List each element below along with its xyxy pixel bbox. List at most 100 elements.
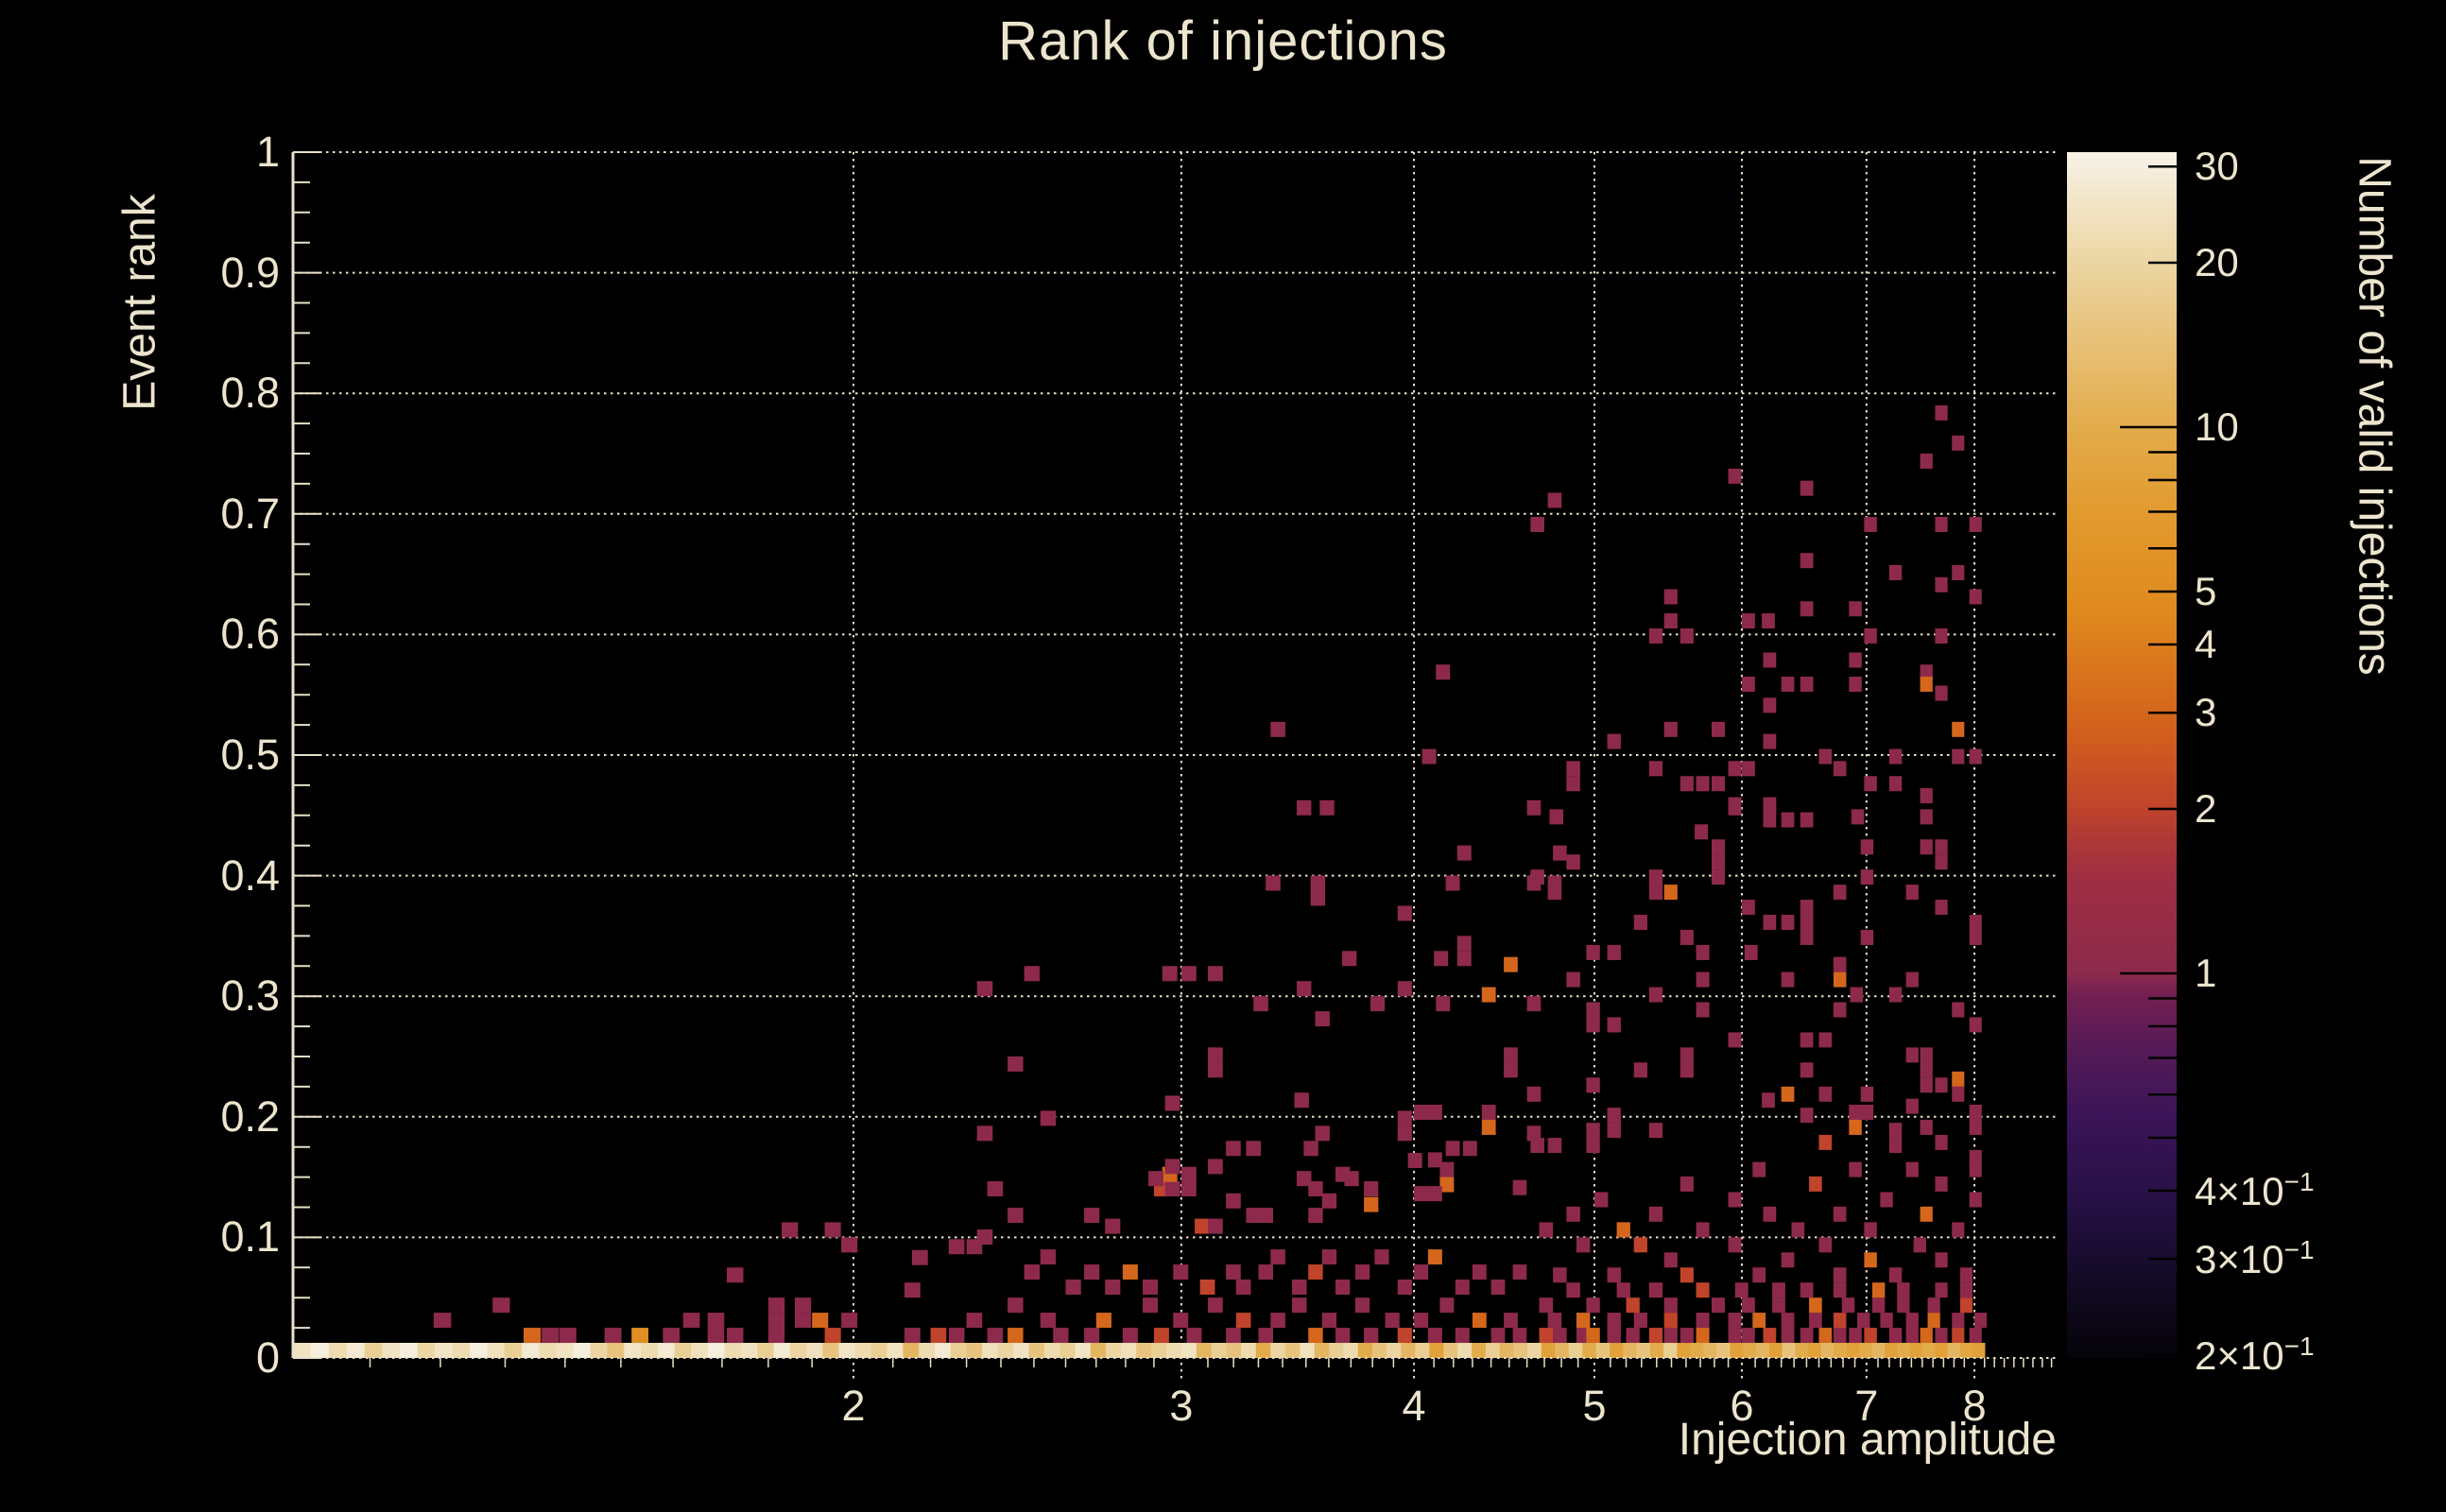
heat-cell: [1329, 1343, 1345, 1358]
heat-cell: [1935, 1134, 1948, 1150]
heat-cell: [1481, 1119, 1496, 1135]
heat-cell: [1800, 900, 1814, 916]
heat-cell: [1763, 915, 1777, 931]
heat-cell: [1258, 1208, 1274, 1224]
heat-cell: [663, 1328, 680, 1344]
heat-cell: [1566, 761, 1580, 777]
heat-cell: [1270, 721, 1285, 737]
colorbar-tick-label: 2: [2195, 786, 2217, 831]
heat-cell: [1586, 1002, 1600, 1018]
heat-cell: [767, 1313, 785, 1329]
heat-cell: [1321, 1249, 1337, 1265]
heat-cell: [1226, 1193, 1241, 1209]
heat-cell: [1864, 1252, 1877, 1268]
heat-cell: [1385, 1313, 1400, 1329]
heat-cell: [682, 1313, 700, 1329]
heat-cell: [1648, 1328, 1663, 1344]
heat-cell: [767, 1297, 785, 1314]
heat-cell: [1180, 1181, 1197, 1197]
heat-cell: [1255, 1343, 1271, 1358]
heat-cell: [1752, 1267, 1766, 1283]
heat-cell: [1781, 915, 1795, 931]
heat-cell: [559, 1328, 577, 1344]
heat-cell: [1734, 1282, 1748, 1298]
heat-cell: [1864, 776, 1877, 792]
heat-cell: [1226, 1343, 1242, 1358]
heat-cell: [1920, 1047, 1933, 1063]
heat-cell: [1696, 944, 1710, 960]
heat-cell: [1663, 613, 1678, 629]
heat-cell: [1549, 809, 1564, 825]
heat-cell: [1095, 1313, 1111, 1329]
heat-cell: [1905, 1098, 1919, 1114]
heat-cell: [1207, 1062, 1223, 1078]
heat-cell: [1526, 1086, 1542, 1102]
y-tick-label: 0.2: [220, 1091, 280, 1141]
heat-cell: [1553, 1328, 1567, 1344]
heat-cell: [1935, 1252, 1948, 1268]
colorbar-tick-label: 1: [2195, 951, 2217, 995]
heat-cell: [1800, 1032, 1814, 1048]
heat-cell: [1429, 1343, 1444, 1358]
heat-cell: [641, 1343, 659, 1358]
heat-cell: [1818, 1134, 1833, 1150]
heat-cell: [1566, 1206, 1580, 1222]
heat-cell: [1586, 1077, 1600, 1093]
heat-cell: [727, 1328, 744, 1344]
heat-cell: [1952, 1313, 1965, 1329]
heat-cell: [1809, 1297, 1822, 1314]
heat-cell: [1607, 1017, 1621, 1033]
heat-cell: [1084, 1208, 1100, 1224]
heat-cell: [1888, 1138, 1903, 1154]
heat-cell: [1730, 1343, 1744, 1358]
heat-cell: [1607, 944, 1621, 960]
heat-cell: [1795, 1343, 1809, 1358]
heat-cell: [1969, 589, 1982, 605]
heat-cell: [919, 1343, 936, 1358]
heat-cell: [1075, 1343, 1092, 1358]
y-tick-label: 0.9: [220, 248, 280, 297]
heat-cell: [1462, 1141, 1477, 1157]
heat-cell: [1162, 966, 1178, 982]
heat-cell: [1434, 951, 1449, 967]
heat-cell: [1043, 1343, 1060, 1358]
heat-cell: [1849, 677, 1862, 693]
heat-cell: [1859, 1343, 1873, 1358]
heat-cell: [782, 1222, 799, 1238]
heat-cell: [1741, 613, 1755, 629]
heat-cell: [1040, 1313, 1057, 1329]
heat-cell: [1547, 1138, 1562, 1154]
heat-cell: [997, 1343, 1014, 1358]
heat-cell: [1841, 1297, 1855, 1314]
heat-cell: [1728, 468, 1742, 484]
heat-cell: [1679, 1176, 1694, 1192]
heat-cell: [1800, 1062, 1814, 1078]
heat-cell: [1397, 1280, 1412, 1296]
heat-cell: [1772, 1282, 1785, 1298]
heat-cell: [1677, 1343, 1691, 1358]
heat-cell: [1576, 1313, 1591, 1329]
heat-cell: [542, 1328, 560, 1344]
heat-cell: [1791, 1222, 1805, 1238]
heat-cell: [1920, 788, 1933, 804]
heat-cell: [1860, 869, 1874, 885]
heat-cell: [1860, 1104, 1874, 1120]
heat-cell: [1008, 1328, 1024, 1344]
heat-cell: [1763, 733, 1777, 749]
heat-cell: [1969, 1149, 1982, 1165]
heat-cell: [1663, 721, 1678, 737]
heat-cell: [1913, 1237, 1926, 1253]
heat-cell: [1335, 1280, 1351, 1296]
heat-cell: [1607, 1328, 1621, 1344]
heat-cell: [934, 1343, 952, 1358]
heat-cell: [1972, 1343, 1986, 1358]
heat-cell: [417, 1343, 436, 1358]
heat-cell: [1105, 1280, 1121, 1296]
heat-cell: [1610, 1343, 1625, 1358]
heat-cell: [1679, 1062, 1694, 1078]
heat-cell: [1607, 1313, 1621, 1329]
heat-cell: [1935, 1176, 1948, 1192]
heat-cell: [1342, 951, 1357, 967]
heat-cell: [1555, 1343, 1570, 1358]
heat-cell: [1648, 885, 1663, 901]
